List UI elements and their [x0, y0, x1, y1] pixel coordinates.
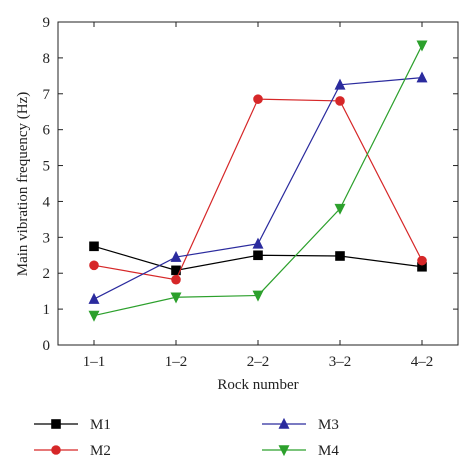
legend-marker-m4 [278, 445, 290, 457]
data-point-m3 [170, 250, 182, 262]
series-m4 [88, 40, 428, 322]
data-point-m1 [253, 250, 263, 261]
legend-item-m4: M4 [262, 443, 339, 459]
y-tick-label: 0 [43, 338, 51, 354]
legend-label-m2: M2 [90, 443, 111, 459]
data-point-m2 [171, 274, 181, 285]
x-axis: 1–1 1–2 2–2 3–2 4–2 [83, 22, 434, 370]
y-tick-label: 6 [43, 123, 51, 139]
series-line-m3 [93, 77, 423, 300]
x-tick-label: 1–1 [83, 354, 106, 370]
y-tick-label: 3 [43, 230, 51, 246]
legend-marker-m2 [51, 445, 61, 455]
x-axis-title: Rock number [217, 377, 298, 393]
data-point-m4 [416, 40, 428, 52]
legend-marker-m1 [51, 419, 61, 429]
legend-label-m4: M4 [318, 443, 339, 459]
data-point-m4 [252, 290, 264, 302]
series-m3 [88, 71, 428, 304]
legend-item-m3: M3 [262, 417, 339, 433]
data-point-m4 [88, 310, 100, 322]
y-tick-label: 7 [43, 87, 51, 103]
y-tick-label: 2 [43, 266, 51, 282]
data-point-m1 [89, 241, 99, 252]
y-tick-label: 4 [43, 194, 51, 210]
data-point-m3 [416, 71, 428, 83]
data-point-m2 [89, 260, 99, 271]
x-tick-label: 2–2 [247, 354, 270, 370]
y-tick-label: 9 [43, 15, 51, 31]
x-tick-label: 4–2 [411, 354, 434, 370]
y-tick-label: 5 [43, 159, 51, 175]
data-point-m3 [252, 237, 264, 249]
data-point-m1 [335, 251, 345, 261]
series-line-m4 [93, 45, 423, 317]
legend-label-m1: M1 [90, 417, 111, 433]
x-tick-label: 3–2 [329, 354, 352, 370]
y-axis: 0 1 2 3 4 5 6 7 8 9 [43, 15, 458, 354]
data-point-m2 [335, 96, 345, 106]
legend-item-m2: M2 [34, 443, 111, 459]
data-point-m4 [170, 292, 182, 304]
legend-label-m3: M3 [318, 417, 339, 433]
data-point-m3 [88, 292, 100, 304]
y-tick-label: 8 [43, 51, 51, 67]
series-m1 [89, 241, 427, 276]
data-point-m2 [253, 94, 263, 104]
legend-marker-m3 [278, 417, 290, 429]
series-layer [88, 40, 428, 322]
data-point-m4 [334, 203, 346, 215]
y-axis-title: Main vibration frequency (Hz) [15, 92, 31, 277]
x-tick-label: 1–2 [165, 354, 188, 370]
legend-item-m1: M1 [34, 417, 111, 433]
data-point-m3 [334, 78, 346, 90]
y-tick-label: 1 [43, 302, 51, 318]
legend: M1 M2 M3 M4 [34, 417, 339, 459]
data-point-m2 [417, 255, 427, 266]
